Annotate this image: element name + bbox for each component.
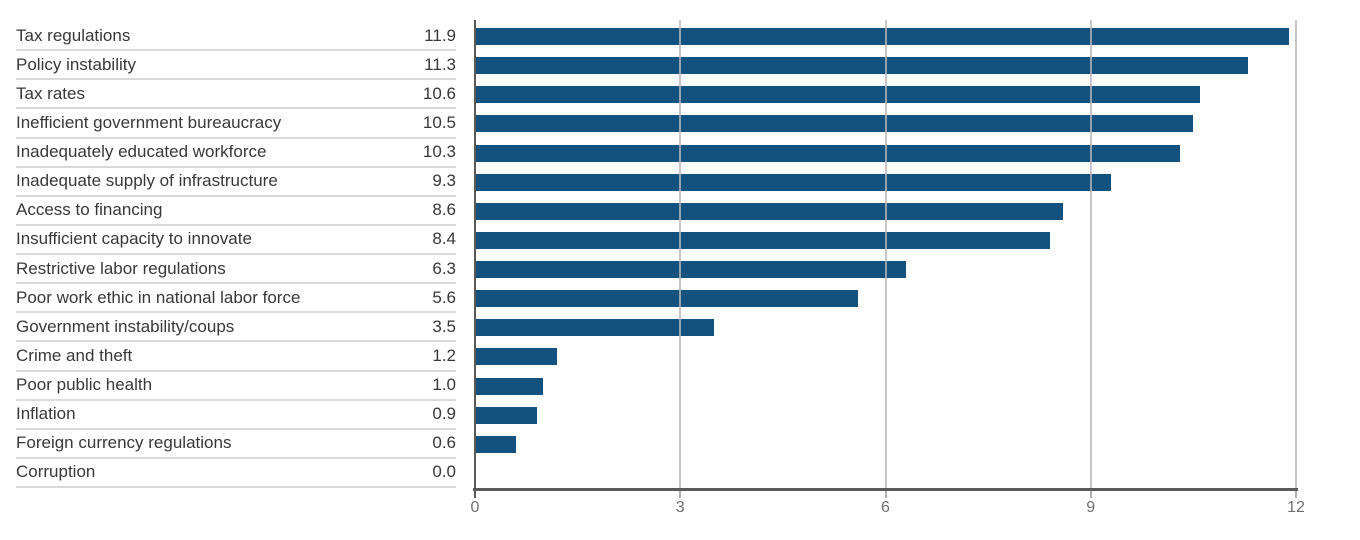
x-tick-mark (1295, 490, 1297, 498)
category-row: Access to financing 8.6 (16, 197, 456, 226)
category-row: Inefficient government bureaucracy 10.5 (16, 109, 456, 139)
x-tick-label: 12 (1287, 499, 1305, 516)
category-row: Insufficient capacity to innovate 8.4 (16, 226, 456, 255)
x-tick-label: 0 (470, 499, 480, 516)
bar (475, 231, 1050, 249)
category-row: Government instability/coups 3.5 (16, 313, 456, 343)
category-row: Policy instability 11.3 (16, 51, 456, 81)
category-label: Crime and theft (16, 345, 133, 365)
bar (475, 28, 1290, 46)
bar (475, 115, 1194, 133)
value-label: 5.6 (432, 287, 456, 307)
category-label: Inadequate supply of infrastructure (16, 171, 278, 191)
value-label: 8.6 (432, 200, 456, 220)
value-label: 10.3 (422, 142, 456, 162)
value-label: 0.0 (432, 462, 456, 482)
x-tick-label: 6 (881, 499, 890, 516)
bar (475, 319, 715, 337)
gridline (1089, 20, 1092, 488)
category-label: Policy instability (16, 54, 136, 74)
category-row: Poor work ethic in national labor force 5… (16, 284, 456, 314)
category-label: Access to financing (16, 200, 163, 220)
value-label: 11.9 (424, 25, 456, 45)
category-row: Tax regulations 11.9 (16, 22, 456, 52)
category-label: Restrictive labor regulations (16, 258, 226, 278)
x-tick-mark (1089, 490, 1092, 498)
category-label: Inadequately educated workforce (16, 142, 267, 162)
category-label: Foreign currency regulations (16, 433, 232, 453)
category-label: Tax rates (16, 83, 85, 103)
bar (475, 435, 517, 453)
value-label: 1.0 (432, 375, 456, 395)
x-axis-line (473, 488, 1298, 491)
value-label: 0.6 (432, 433, 456, 453)
bar (475, 348, 558, 366)
bar (475, 377, 544, 395)
category-row: Inadequate supply of infrastructure 9.3 (16, 168, 456, 197)
value-label: 3.5 (432, 316, 456, 336)
x-tick-label: 3 (675, 499, 685, 516)
x-tick-label: 9 (1086, 499, 1096, 516)
value-label: 6.3 (432, 258, 456, 278)
bar (475, 261, 907, 279)
category-row: Foreign currency regulations 0.6 (16, 430, 456, 459)
value-label: 0.9 (432, 404, 456, 424)
value-label: 11.3 (424, 54, 456, 74)
category-row: Crime and theft 1.2 (16, 342, 456, 372)
gridline (679, 20, 682, 488)
bar (475, 290, 859, 308)
category-label: Corruption (16, 462, 96, 482)
value-label: 10.6 (422, 83, 456, 103)
category-label: Government instability/coups (16, 316, 235, 336)
category-row: Inflation 0.9 (16, 401, 456, 430)
gridline (1295, 20, 1297, 488)
gridline (884, 20, 887, 488)
bar (475, 202, 1064, 220)
category-row: Corruption 0.0 (16, 459, 456, 488)
bar (475, 86, 1201, 104)
category-row: Tax rates 10.6 (16, 80, 456, 110)
category-row: Restrictive labor regulations 6.3 (16, 255, 456, 285)
category-label: Inefficient government bureaucracy (16, 112, 282, 132)
bar (475, 173, 1112, 191)
value-label: 1.2 (432, 345, 456, 365)
category-row: Inadequately educated workforce 10.3 (16, 139, 456, 168)
x-tick-mark (474, 490, 476, 498)
category-row: Poor public health 1.0 (16, 372, 456, 401)
bar (475, 406, 537, 424)
category-list: Tax regulations 11.9 Policy instability 11.… (16, 22, 456, 488)
category-label: Insufficient capacity to innovate (16, 229, 252, 249)
value-label: 10.5 (422, 112, 456, 132)
x-tick-mark (679, 490, 682, 498)
category-label: Poor public health (16, 375, 153, 395)
category-label: Poor work ethic in national labor force (16, 287, 301, 307)
value-label: 9.3 (432, 171, 456, 191)
bar (475, 144, 1180, 162)
category-label: Inflation (16, 404, 76, 424)
y-axis-line (474, 20, 476, 488)
category-label: Tax regulations (16, 25, 131, 45)
value-label: 8.4 (432, 229, 456, 249)
plot-area (473, 20, 1298, 491)
x-tick-mark (884, 490, 887, 498)
bar (475, 57, 1249, 75)
